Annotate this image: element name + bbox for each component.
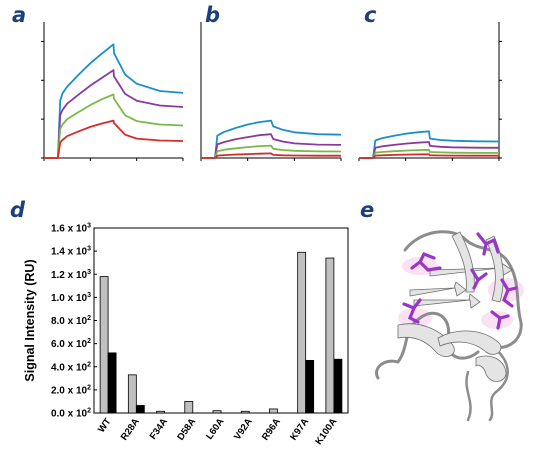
y-tick-label: 6.0 x 102 — [51, 338, 91, 350]
y-tick-mantissa: 1.2 x 10 — [51, 270, 88, 281]
series-line-red — [359, 153, 499, 159]
y-tick-mantissa: 1.4 x 10 — [51, 247, 88, 258]
y-tick-mantissa: 8.0 x 10 — [51, 316, 88, 327]
bar-K100A-gray — [325, 257, 335, 414]
series-line-cyan — [44, 43, 184, 159]
panel-a-sensorgram — [41, 22, 184, 161]
panel-b-sensorgram — [200, 22, 342, 161]
x-tick-label-K100A: K100A — [313, 416, 339, 447]
y-tick-label: 1.6 x 103 — [51, 223, 91, 235]
series-line-cyan — [359, 130, 500, 159]
series-line-purple — [201, 133, 342, 159]
y-tick-exponent: 2 — [87, 361, 91, 368]
series-line-purple — [44, 69, 184, 159]
y-tick-exponent: 3 — [87, 223, 91, 230]
y-tick-mantissa: 2.0 x 10 — [51, 385, 88, 396]
y-tick-label: 8.0 x 102 — [51, 315, 91, 327]
y-tick-exponent: 3 — [87, 246, 91, 253]
series-line-green — [44, 93, 184, 159]
bar-R28A-black — [135, 405, 145, 414]
x-tick-label-F34A: F34A — [148, 416, 170, 441]
y-tick-mantissa: 1.6 x 10 — [51, 224, 88, 235]
series-line-green — [359, 148, 499, 159]
y-tick-label: 2.0 x 102 — [51, 384, 91, 396]
x-tick-label-R96A: R96A — [260, 416, 283, 442]
series-line-cyan — [201, 119, 342, 159]
y-tick-label: 1.2 x 103 — [51, 269, 91, 281]
y-tick-label: 0.0 x 102 — [51, 408, 91, 420]
bar-R96A-gray — [269, 408, 278, 414]
y-tick-label: 1.0 x 103 — [51, 292, 91, 304]
y-tick-exponent: 2 — [87, 384, 91, 391]
y-tick-mantissa: 6.0 x 10 — [51, 339, 88, 350]
y-tick-label: 1.4 x 103 — [51, 246, 91, 258]
bar-WT-gray — [99, 276, 109, 414]
x-tick-label-D58A: D58A — [175, 416, 198, 442]
bar-K100A-black — [333, 358, 343, 414]
x-tick-label-WT: WT — [96, 416, 114, 435]
bar-R28A-gray — [127, 374, 137, 414]
y-tick-exponent: 2 — [87, 408, 91, 415]
x-tick-label-R28A: R28A — [119, 416, 142, 442]
x-tick-label-V92A: V92A — [232, 416, 255, 442]
protein-structure-image — [375, 230, 524, 422]
bar-K97A-black — [305, 359, 315, 414]
bar-WT-black — [107, 352, 117, 414]
series-line-green — [201, 144, 342, 159]
panel-label-d: d — [10, 198, 26, 222]
panel-c-sensorgram — [358, 22, 502, 161]
x-tick-label-K97A: K97A — [288, 416, 311, 442]
y-axis-label: Signal Intensity (RU) — [23, 259, 37, 381]
y-tick-exponent: 2 — [87, 315, 91, 322]
panel-label-e: e — [360, 198, 374, 222]
y-tick-exponent: 3 — [87, 292, 91, 299]
y-tick-label: 4.0 x 102 — [51, 361, 91, 373]
y-tick-exponent: 3 — [87, 269, 91, 276]
bar-F34A-gray — [156, 410, 165, 414]
y-tick-mantissa: 0.0 x 10 — [51, 409, 88, 420]
bar-D58A-gray — [184, 401, 194, 414]
series-line-red — [44, 119, 184, 159]
y-tick-mantissa: 1.0 x 10 — [51, 293, 88, 304]
bar-L60A-gray — [212, 410, 222, 414]
series-line-red — [201, 152, 341, 159]
bar-V92A-gray — [240, 410, 250, 414]
panel-label-b: b — [205, 3, 220, 27]
y-tick-exponent: 2 — [87, 338, 91, 345]
series-line-purple — [359, 141, 500, 159]
panel-label-c: c — [364, 3, 377, 27]
x-tick-label-L60A: L60A — [204, 416, 226, 441]
y-tick-mantissa: 4.0 x 10 — [51, 362, 88, 373]
panel-label-a: a — [12, 3, 26, 27]
bar-K97A-gray — [297, 251, 307, 414]
